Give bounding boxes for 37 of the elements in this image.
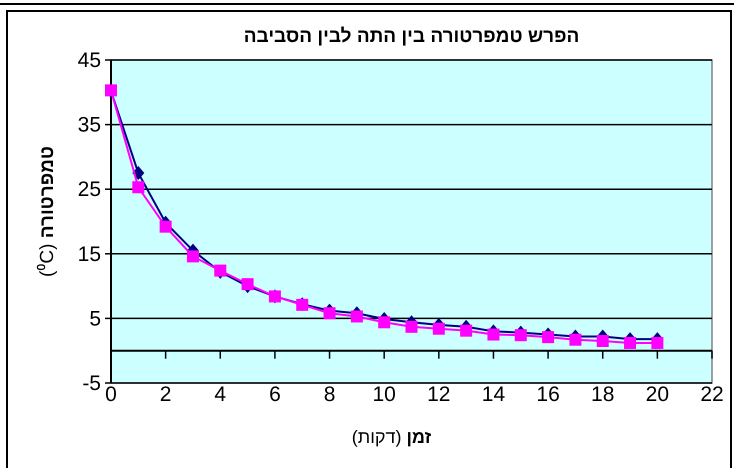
x-tick-label: 10	[372, 383, 396, 406]
y-tick-label: 35	[78, 114, 101, 137]
y-tick-label: 15	[78, 242, 101, 266]
x-tick-label: 14	[482, 383, 506, 406]
x-tick-label: 18	[591, 383, 614, 406]
x-tick-label: 12	[427, 383, 450, 406]
point	[514, 329, 527, 342]
point	[186, 250, 199, 262]
point	[460, 324, 472, 337]
point	[406, 320, 418, 333]
point	[160, 220, 172, 233]
point	[324, 307, 336, 320]
x-tick-label: 0	[105, 383, 117, 406]
point	[242, 278, 254, 290]
point	[487, 328, 500, 341]
y-tick-label: -5	[82, 372, 101, 395]
y-tick-label: 5	[89, 307, 101, 330]
x-tick-label: 16	[536, 383, 560, 406]
x-tick-label: 2	[160, 383, 172, 406]
chart-title: הפרש טמפרטורה בין התה לבין הסביבה	[244, 26, 580, 47]
point	[350, 310, 363, 322]
y-tick-label: 25	[78, 178, 101, 202]
x-axis-title: זמן (דקות)	[352, 427, 432, 447]
point	[432, 322, 445, 335]
x-tick-label: 20	[646, 383, 670, 406]
point	[132, 181, 144, 194]
x-tick-label: 22	[700, 383, 724, 406]
point	[596, 335, 609, 348]
x-tick-label: 8	[324, 383, 336, 406]
point	[378, 316, 390, 328]
point	[624, 336, 636, 349]
x-tick-label: 6	[269, 383, 281, 406]
point	[651, 336, 664, 349]
point	[569, 334, 582, 346]
point	[542, 331, 554, 344]
x-tick-label: 4	[214, 383, 226, 406]
y-tick-label: 45	[78, 49, 101, 72]
